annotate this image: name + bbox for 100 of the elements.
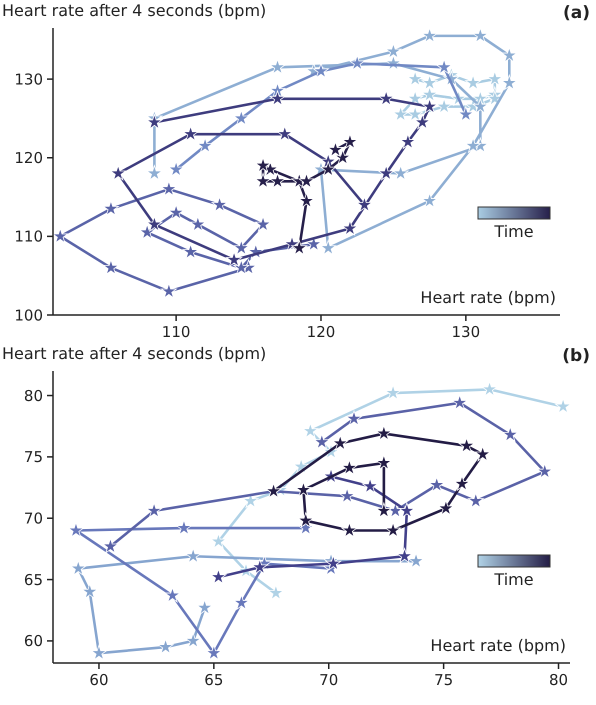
color-bar-title: Time [493,222,534,241]
point [468,492,484,508]
point [408,552,424,568]
point [190,216,206,232]
y-tick-label: 130 [14,70,43,88]
point [396,548,412,564]
point [428,476,445,492]
point [452,394,468,410]
point [233,260,250,275]
point [474,446,491,462]
point [400,134,416,149]
chart-title: (a) [562,3,590,23]
point [376,502,392,518]
point [407,70,424,86]
x-axis-title: Heart rate (bpm) [430,636,566,655]
point [168,161,184,176]
point [255,157,271,172]
point [276,126,293,141]
point [68,522,84,538]
y-tick-label: 65 [24,570,43,589]
point [502,426,518,442]
x-tick-label: 60 [89,671,108,689]
point [472,98,488,114]
point [349,55,366,70]
point [458,438,475,453]
point [398,502,415,518]
point [342,460,358,475]
point [160,283,177,298]
point [320,240,336,255]
point [555,398,572,414]
point [182,244,199,259]
point [436,98,452,114]
point [465,74,481,90]
point [270,173,286,188]
point [270,90,286,106]
point [422,28,438,43]
point [185,548,202,564]
point [206,644,222,660]
point [298,192,314,208]
x-tick-label: 120 [306,323,336,341]
y-tick-label: 120 [14,148,43,167]
point [472,28,488,43]
point [454,476,470,491]
point [422,86,438,102]
point [339,488,356,503]
chart-title: (b) [562,346,590,366]
point [176,520,192,535]
point [146,114,162,130]
point [291,240,308,255]
point [376,454,392,470]
y-tick-label: 80 [24,386,43,405]
point [298,512,314,528]
point [342,522,358,538]
y-axis-title: Heart rate after 4 seconds (bpm) [2,1,266,20]
point [422,98,438,114]
point [146,216,162,232]
point [296,482,312,497]
x-axis-title: Heart rate (bpm) [420,288,556,307]
point [164,587,180,602]
point [356,196,372,212]
point [160,180,177,196]
point [252,559,268,574]
y-tick-label: 70 [24,509,43,528]
point [501,74,518,90]
point [438,500,454,516]
point [212,196,228,212]
point [385,522,401,538]
point [422,192,438,208]
y-tick-label: 75 [24,448,43,466]
point [465,138,481,153]
point [182,126,199,141]
point [91,644,107,660]
point [407,106,424,122]
x-tick-label: 75 [434,671,454,689]
point [482,381,498,396]
y-tick-label: 60 [24,632,43,650]
point [158,638,174,654]
point [146,502,162,518]
point [146,165,162,180]
point [342,134,358,149]
y-tick-label: 100 [14,306,43,324]
point [392,106,409,122]
point [414,114,430,130]
point [422,74,438,90]
point [270,59,286,74]
point [233,240,250,255]
point [501,47,518,62]
point [110,165,126,180]
point [168,204,184,220]
point [458,106,474,122]
point [102,538,118,554]
point [82,584,98,599]
point [302,422,318,438]
point [52,228,68,244]
point [342,220,358,236]
point [362,478,378,494]
point [334,149,351,165]
y-axis-title: Heart rate after 4 seconds (bpm) [2,344,266,363]
point [320,161,336,176]
point [376,425,392,440]
